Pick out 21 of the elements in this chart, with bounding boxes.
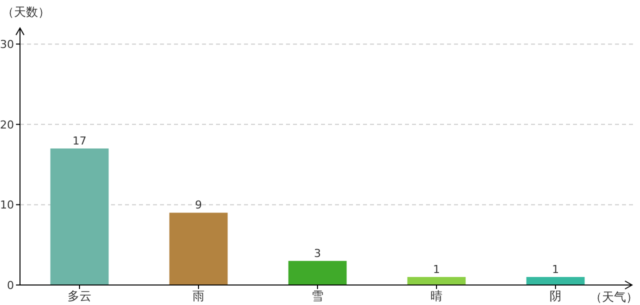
x-tick-label: 晴 bbox=[430, 289, 442, 303]
x-tick-label: 阴 bbox=[550, 289, 562, 303]
x-tick-label: 雨 bbox=[192, 289, 204, 303]
bar bbox=[407, 276, 466, 285]
x-axis-title: （天气） bbox=[590, 290, 638, 304]
bar bbox=[50, 148, 109, 285]
x-tick-label: 雪 bbox=[312, 289, 324, 303]
bar bbox=[288, 260, 347, 285]
data-label: 1 bbox=[433, 262, 440, 276]
bar bbox=[169, 212, 228, 285]
y-tick-label: 0 bbox=[7, 279, 14, 292]
y-tick-label: 20 bbox=[0, 118, 14, 132]
y-tick-label: 10 bbox=[0, 198, 14, 212]
y-tick-label: 30 bbox=[0, 38, 14, 52]
data-label: 9 bbox=[195, 198, 202, 212]
data-label: 1 bbox=[552, 262, 559, 276]
data-label: 3 bbox=[314, 246, 321, 260]
y-axis-title: （天数） bbox=[2, 5, 50, 19]
bar bbox=[526, 276, 585, 285]
x-tick-label: 多云 bbox=[68, 289, 92, 303]
data-label: 17 bbox=[72, 134, 86, 148]
